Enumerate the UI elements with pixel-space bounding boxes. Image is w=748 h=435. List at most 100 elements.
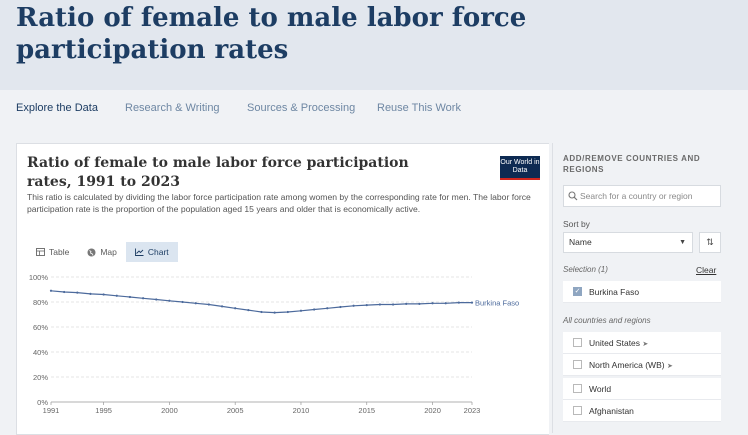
data-point <box>194 302 197 305</box>
data-point <box>260 310 263 314</box>
data-point <box>63 290 66 294</box>
data-point <box>102 293 105 296</box>
data-point <box>365 304 368 307</box>
sort-by-label: Sort by <box>563 219 590 229</box>
owid-logo[interactable]: Our World in Data <box>500 156 540 180</box>
nav-reuse-work[interactable]: Reuse This Work <box>377 102 461 114</box>
line-chart: 0% 20% 40% 60% 80% 100% 1991 1995 2000 2005 2010 20… <box>29 273 519 415</box>
tab-map[interactable]: Map <box>78 242 126 262</box>
data-point <box>391 303 395 306</box>
view-tabs: Table Map Chart <box>27 242 178 262</box>
y-tick-label: 100% <box>29 273 49 282</box>
data-point <box>115 294 118 297</box>
selected-country-label: Burkina Faso <box>589 287 640 297</box>
country-row[interactable]: United States ➤ <box>563 332 721 354</box>
clear-selection-button[interactable]: Clear <box>696 265 717 275</box>
data-point <box>299 309 303 312</box>
data-point <box>378 303 382 306</box>
data-point <box>326 307 329 310</box>
checkbox-icon[interactable] <box>573 384 582 393</box>
pin-icon: ➤ <box>642 341 649 348</box>
data-point <box>418 302 421 305</box>
country-label: Afghanistan <box>589 406 634 416</box>
data-point <box>286 310 289 314</box>
sidebar-heading: ADD/REMOVE COUNTRIES AND REGIONS <box>563 154 701 174</box>
x-tick-label: 2020 <box>424 406 441 415</box>
data-point <box>89 292 92 295</box>
data-point <box>49 289 53 292</box>
country-row[interactable]: Afghanistan <box>563 400 721 422</box>
x-tick-label: 1995 <box>95 406 112 415</box>
sort-arrows-icon: ⇅ <box>706 237 714 247</box>
checkbox-icon[interactable] <box>573 360 582 369</box>
data-point <box>247 309 250 312</box>
tab-chart-label: Chart <box>147 247 169 257</box>
checkbox-icon[interactable] <box>573 338 582 347</box>
chart-subtitle: This ratio is calculated by dividing the… <box>27 192 531 214</box>
y-tick-label: 20% <box>33 373 48 382</box>
data-point <box>470 301 474 304</box>
data-point <box>207 303 210 306</box>
page-title: Ratio of female to male labor force part… <box>16 3 527 65</box>
globe-icon <box>87 248 96 256</box>
x-tick-label: 2015 <box>358 406 375 415</box>
x-tick-label: 1991 <box>43 406 60 415</box>
country-label: United States <box>589 338 641 348</box>
country-search-input[interactable] <box>563 185 721 207</box>
country-row[interactable]: World <box>563 378 721 400</box>
nav-explore-data[interactable]: Explore the Data <box>16 102 98 114</box>
tab-table[interactable]: Table <box>27 242 78 262</box>
country-label: North America (WB) <box>589 360 665 370</box>
x-tick-label: 2010 <box>293 406 310 415</box>
checkbox-icon[interactable] <box>573 406 582 415</box>
data-point <box>457 301 460 304</box>
x-tick-label: 2000 <box>161 406 178 415</box>
sort-order-button[interactable]: ⇅ <box>699 232 721 253</box>
table-icon <box>36 248 45 256</box>
y-tick-label: 0% <box>37 398 48 407</box>
data-point <box>181 300 184 304</box>
data-point <box>273 311 276 314</box>
all-countries-label: All countries and regions <box>563 316 651 325</box>
data-point <box>431 302 434 305</box>
nav-research-writing[interactable]: Research & Writing <box>125 102 220 114</box>
y-tick-label: 40% <box>33 348 48 357</box>
x-tick-label: 2005 <box>227 406 244 415</box>
sort-select[interactable]: Name ▼ <box>563 232 693 253</box>
tab-chart[interactable]: Chart <box>125 242 178 262</box>
country-row[interactable]: North America (WB) ➤ <box>563 354 721 376</box>
data-point <box>128 295 132 299</box>
chart-card: Ratio of female to male labor force part… <box>16 143 549 435</box>
line-chart-icon <box>134 248 144 256</box>
data-point <box>405 302 408 305</box>
data-point <box>234 307 237 310</box>
chart-title: Ratio of female to male labor force part… <box>27 155 409 190</box>
pin-icon: ➤ <box>666 363 673 370</box>
data-point <box>444 302 447 305</box>
data-point <box>220 305 224 308</box>
y-tick-label: 60% <box>33 323 48 332</box>
title-band: Ratio of female to male labor force part… <box>0 0 748 90</box>
y-tick-label: 80% <box>33 298 48 307</box>
tab-table-label: Table <box>49 247 70 257</box>
data-point <box>352 304 355 307</box>
nav-bar: Explore the Data Research & Writing Sour… <box>0 90 748 130</box>
checkbox-checked-icon[interactable]: ✓ <box>573 287 582 296</box>
country-sidebar: ADD/REMOVE COUNTRIES AND REGIONS Sort by… <box>552 143 748 433</box>
data-point <box>339 305 342 309</box>
series-label: Burkina Faso <box>475 299 519 308</box>
selection-label: Selection (1) <box>563 265 608 274</box>
tab-map-label: Map <box>100 247 117 257</box>
data-point <box>313 308 316 311</box>
data-point <box>155 298 158 301</box>
search-icon <box>568 191 578 201</box>
data-point <box>76 291 79 294</box>
sort-select-value: Name <box>569 237 592 247</box>
x-tick-label: 2023 <box>464 406 481 415</box>
data-point <box>141 297 145 300</box>
nav-sources-processing[interactable]: Sources & Processing <box>247 102 356 114</box>
selected-country-row[interactable]: ✓ Burkina Faso <box>563 281 721 303</box>
data-point <box>168 299 171 302</box>
country-label: World <box>589 384 612 394</box>
chevron-down-icon: ▼ <box>679 239 686 246</box>
